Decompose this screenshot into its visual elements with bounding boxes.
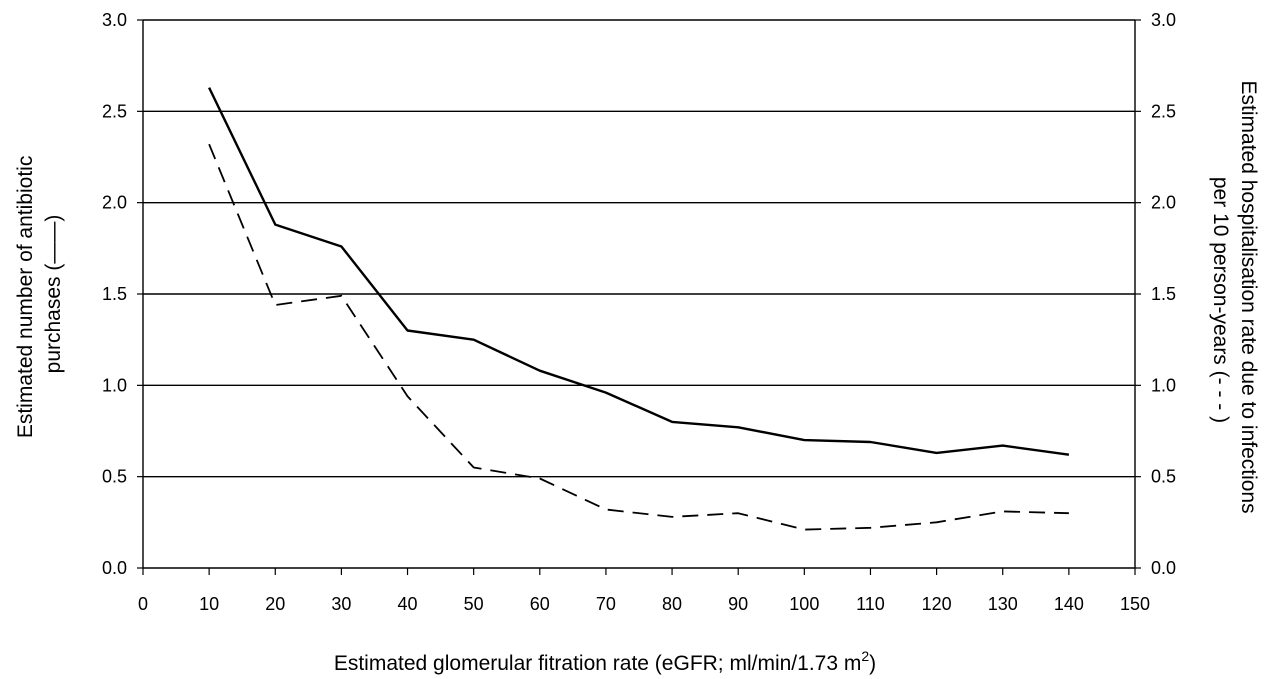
- x-tick-label: 120: [922, 594, 952, 614]
- left-y-tick-label: 0.0: [102, 558, 127, 578]
- grid-lines: [143, 19, 1135, 478]
- antibiotic-purchases-solid-line: [208, 87, 1070, 456]
- left-y-tick-label: 1.0: [102, 375, 127, 395]
- left-y-tick-label: 1.5: [102, 284, 127, 304]
- x-tick-label: 60: [530, 594, 550, 614]
- x-tick-labels: 0 10 20 30 40 50 60 70 80 90 100 110 120 130 140 150: [138, 594, 1150, 614]
- right-y-tick-label: 2.5: [1151, 101, 1176, 121]
- x-tick-label: 130: [988, 594, 1018, 614]
- right-y-tick-label: 1.0: [1151, 375, 1176, 395]
- right-y-tick-label: 0.5: [1151, 467, 1176, 487]
- right-y-tick-label: 2.0: [1151, 193, 1176, 213]
- x-tick-label: 150: [1120, 594, 1150, 614]
- left-y-axis-title: Estimated number of antibiotic purchases…: [14, 150, 65, 438]
- left-y-tick-label: 2.0: [102, 193, 127, 213]
- series-lines: [208, 87, 1070, 531]
- right-y-axis-title: Estimated hospitalisation rate due to in…: [1209, 81, 1260, 520]
- x-tick-label: 110: [856, 594, 885, 614]
- right-y-tick-label: 1.5: [1151, 284, 1176, 304]
- x-tick-label: 30: [331, 594, 351, 614]
- left-y-tick-label: 3.0: [102, 10, 127, 30]
- x-tick-label: 50: [464, 594, 484, 614]
- x-tick-label: 100: [789, 594, 819, 614]
- x-tick-label: 70: [596, 594, 616, 614]
- x-tick-label: 20: [265, 594, 285, 614]
- right-y-tick-label: 3.0: [1151, 10, 1176, 30]
- left-y-tick-label: 2.5: [102, 101, 127, 121]
- hospitalisation-rate-dashed-line: [208, 143, 1069, 531]
- x-axis-title: Estimated glomerular fitration rate (eGF…: [334, 648, 876, 675]
- right-y-tick-label: 0.0: [1151, 558, 1176, 578]
- x-tick-label: 90: [728, 594, 748, 614]
- axes: [137, 19, 1141, 575]
- x-tick-label: 10: [199, 594, 219, 614]
- x-tick-label: 140: [1054, 594, 1084, 614]
- x-tick-label: 0: [138, 594, 148, 614]
- x-tick-label: 80: [662, 594, 682, 614]
- left-y-tick-labels: 0.0 0.5 1.0 1.5 2.0 2.5 3.0: [102, 10, 127, 578]
- left-y-tick-label: 0.5: [102, 467, 127, 487]
- x-tick-label: 40: [398, 594, 418, 614]
- right-y-tick-labels: 0.0 0.5 1.0 1.5 2.0 2.5 3.0: [1151, 10, 1176, 578]
